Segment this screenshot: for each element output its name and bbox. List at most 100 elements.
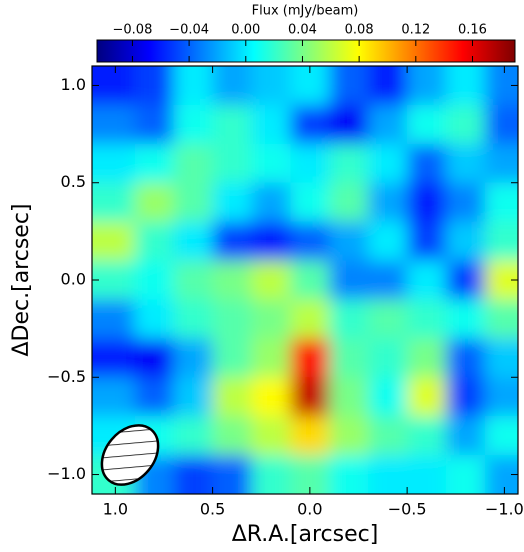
heat-cell <box>368 260 408 300</box>
heat-cell <box>134 377 175 417</box>
heat-cell <box>173 338 214 378</box>
heat-cell <box>368 377 408 417</box>
colorbar-tick-label: 0.08 <box>345 23 374 38</box>
heat-cell <box>446 66 486 106</box>
heat-cell <box>173 66 214 106</box>
heat-cell <box>134 338 175 378</box>
heat-cell <box>484 377 518 417</box>
heat-cell <box>368 143 408 184</box>
heat-cell <box>329 182 369 223</box>
heat-cell <box>484 221 518 262</box>
heat-cell <box>407 66 447 106</box>
heat-cell <box>92 104 136 145</box>
beam <box>100 424 160 486</box>
heat-cell <box>134 260 175 300</box>
heat-cell <box>173 143 214 184</box>
heat-cell <box>329 416 369 456</box>
heat-cell <box>134 104 175 145</box>
heat-cell <box>329 338 369 378</box>
heat-cell <box>329 66 369 106</box>
heat-cell <box>407 299 447 339</box>
heat-cell <box>368 299 408 339</box>
heat-cell <box>212 299 253 339</box>
heat-cell <box>446 182 486 223</box>
heat-cell <box>368 338 408 378</box>
heat-cell <box>407 143 447 184</box>
heat-cell <box>329 299 369 339</box>
heat-cell <box>446 299 486 339</box>
heat-cell <box>251 377 291 417</box>
heat-cell <box>134 299 175 339</box>
heat-cell <box>329 455 369 494</box>
heat-cell <box>251 338 291 378</box>
x-axis-label: ΔR.A.[arcsec] <box>232 522 379 547</box>
heat-cell <box>212 104 253 145</box>
heat-cell <box>92 299 136 339</box>
heat-cell <box>407 377 447 417</box>
heat-cell <box>92 143 136 184</box>
heat-cell <box>368 66 408 106</box>
heat-cell <box>329 377 369 417</box>
heat-cell <box>329 221 369 262</box>
heat-cell <box>173 455 214 494</box>
heat-cell <box>173 182 214 223</box>
heat-cell <box>290 221 330 262</box>
heat-cell <box>212 377 253 417</box>
heat-cell <box>251 221 291 262</box>
heat-cell <box>484 416 518 456</box>
heat-cell <box>212 66 253 106</box>
heat-cell <box>290 377 330 417</box>
heat-cell <box>290 338 330 378</box>
heat-cell <box>484 143 518 184</box>
heat-cell <box>407 182 447 223</box>
heat-cell <box>446 260 486 300</box>
heat-cell <box>407 260 447 300</box>
heat-cell <box>251 455 291 494</box>
colorbar-tick-label: −0.04 <box>169 23 209 38</box>
heat-cell <box>173 260 214 300</box>
heat-cell <box>251 66 291 106</box>
heat-cell <box>446 104 486 145</box>
heat-cell <box>446 338 486 378</box>
heat-cell <box>134 221 175 262</box>
colorbar <box>96 39 516 63</box>
heat-cell <box>484 299 518 339</box>
heat-cell <box>446 143 486 184</box>
heat-cell <box>212 455 253 494</box>
heat-cell <box>290 104 330 145</box>
heat-cell <box>290 143 330 184</box>
heat-cell <box>212 338 253 378</box>
heat-cell <box>484 104 518 145</box>
heat-cell <box>484 338 518 378</box>
colorbar-tick-label: 0.16 <box>458 23 487 38</box>
heat-cell <box>173 104 214 145</box>
y-tick-label: 1.0 <box>61 75 86 94</box>
y-tick-label: −1.0 <box>47 464 86 483</box>
heat-cell <box>407 416 447 456</box>
heat-cell <box>92 66 136 106</box>
heat-cell <box>92 221 136 262</box>
heat-cell <box>173 299 214 339</box>
heat-cell <box>92 338 136 378</box>
heat-cell <box>484 182 518 223</box>
heat-cell <box>173 416 214 456</box>
heat-cell <box>212 260 253 300</box>
heat-cell <box>446 221 486 262</box>
x-tick-label: 1.0 <box>103 500 128 519</box>
heat-cell <box>92 377 136 417</box>
y-axis-label: ΔDec.[arcsec] <box>9 203 34 356</box>
heat-cell <box>251 104 291 145</box>
heat-cell <box>368 104 408 145</box>
heat-cell <box>173 221 214 262</box>
heat-cell <box>212 143 253 184</box>
heat-cell <box>329 104 369 145</box>
heat-cell <box>407 221 447 262</box>
heat-cell <box>368 221 408 262</box>
heat-cell <box>134 66 175 106</box>
heat-cell <box>134 182 175 223</box>
colorbar-tick-label: −0.08 <box>113 23 153 38</box>
heat-cell <box>368 455 408 494</box>
heat-cell <box>290 182 330 223</box>
beam-ellipse <box>100 424 160 486</box>
